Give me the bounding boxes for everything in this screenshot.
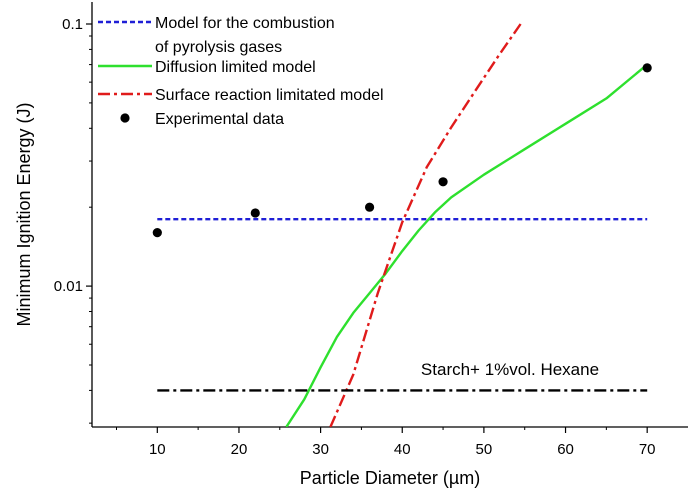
- x-tick-label: 40: [394, 441, 411, 458]
- legend-label: Model for the combustion: [155, 15, 335, 32]
- y-axis-label: Minimum Ignition Energy (J): [14, 102, 34, 326]
- x-axis-label: Particle Diameter (µm): [300, 468, 480, 488]
- y-tick-label: 0.1: [62, 16, 83, 33]
- axes: 10 20 30 40 50 60 70 0.01 0.1: [54, 2, 688, 458]
- x-tick-label: 30: [312, 441, 329, 458]
- x-tick-label: 70: [639, 441, 656, 458]
- x-tick-label: 60: [557, 441, 574, 458]
- legend-label: Surface reaction limitated model: [155, 87, 384, 104]
- x-tick-label: 20: [231, 441, 248, 458]
- data-point: [250, 208, 260, 218]
- y-tick-label: 0.01: [54, 278, 83, 295]
- legend: Model for the combustion of pyrolysis gas…: [98, 15, 384, 128]
- series-line-surface-reaction-limitated-model: [329, 23, 522, 427]
- data-point: [438, 177, 448, 187]
- data-point: [364, 202, 375, 212]
- x-tick-label: 10: [149, 441, 166, 458]
- legend-label: Experimental data: [155, 111, 284, 128]
- annotation: Starch+ 1%vol. Hexane: [421, 360, 599, 379]
- legend-label: of pyrolysis gases: [155, 39, 282, 56]
- legend-label: Diffusion limited model: [155, 59, 316, 76]
- data-point: [642, 63, 652, 73]
- plot-area: [152, 23, 652, 427]
- x-tick-label: 50: [476, 441, 493, 458]
- series-line-diffusion-limited-model: [285, 63, 648, 427]
- data-point: [152, 227, 162, 238]
- legend-marker: [120, 113, 130, 123]
